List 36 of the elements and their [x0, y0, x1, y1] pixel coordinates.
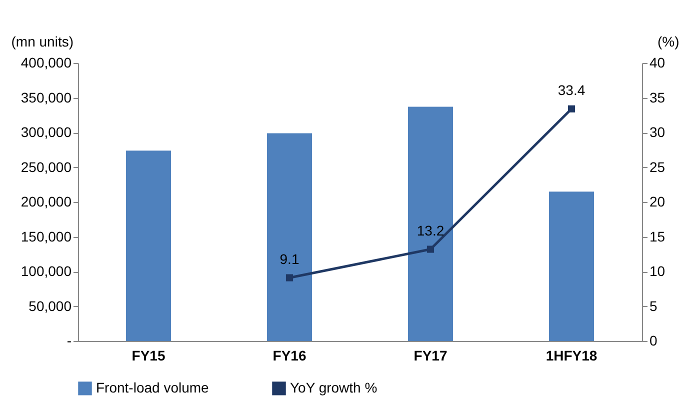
point	[568, 105, 576, 112]
y2-tick-label: 25	[650, 158, 666, 175]
y-tick-label: 200,000	[20, 194, 72, 210]
y-tick-label: 100,000	[20, 263, 72, 279]
y-axis-title: (mn units)	[11, 34, 74, 50]
y-tick-label: 250,000	[20, 158, 72, 175]
point	[286, 274, 294, 282]
legend-label: YoY growth %	[290, 379, 378, 396]
point	[426, 246, 434, 253]
y-tick-label: 150,000	[20, 228, 72, 244]
x-tick-label: FY16	[272, 348, 306, 364]
x-tick-label: FY15	[132, 348, 166, 364]
y2-tick-label: 0	[650, 332, 658, 348]
y2-tick-label: 10	[650, 263, 666, 279]
y2-tick-label: 30	[650, 124, 666, 140]
bar	[126, 150, 171, 341]
y2-axis-title: (%)	[658, 34, 680, 50]
y2-tick-label: 35	[650, 89, 666, 106]
data-label: 9.1	[280, 250, 300, 267]
data-label: 13.2	[416, 222, 444, 238]
y-tick-label: 350,000	[20, 89, 72, 106]
y-tick-label: -	[66, 332, 72, 348]
bar	[408, 106, 453, 341]
y-tick-label: 400,000	[20, 54, 72, 70]
data-label: 33.4	[558, 82, 586, 98]
y2-tick-label: 20	[650, 194, 666, 210]
y2-tick-label: 15	[650, 228, 666, 244]
y-tick-label: 300,000	[20, 124, 72, 140]
bar	[267, 133, 312, 341]
y2-tick-label: 5	[650, 298, 658, 314]
x-tick-label: 1HFY18	[546, 348, 598, 364]
bar	[549, 192, 594, 341]
x-tick-label: FY17	[414, 348, 448, 364]
y2-tick-label: 40	[650, 54, 666, 70]
y-tick-label: 50,000	[28, 298, 72, 314]
legend-label: Front-load volume	[96, 379, 210, 396]
